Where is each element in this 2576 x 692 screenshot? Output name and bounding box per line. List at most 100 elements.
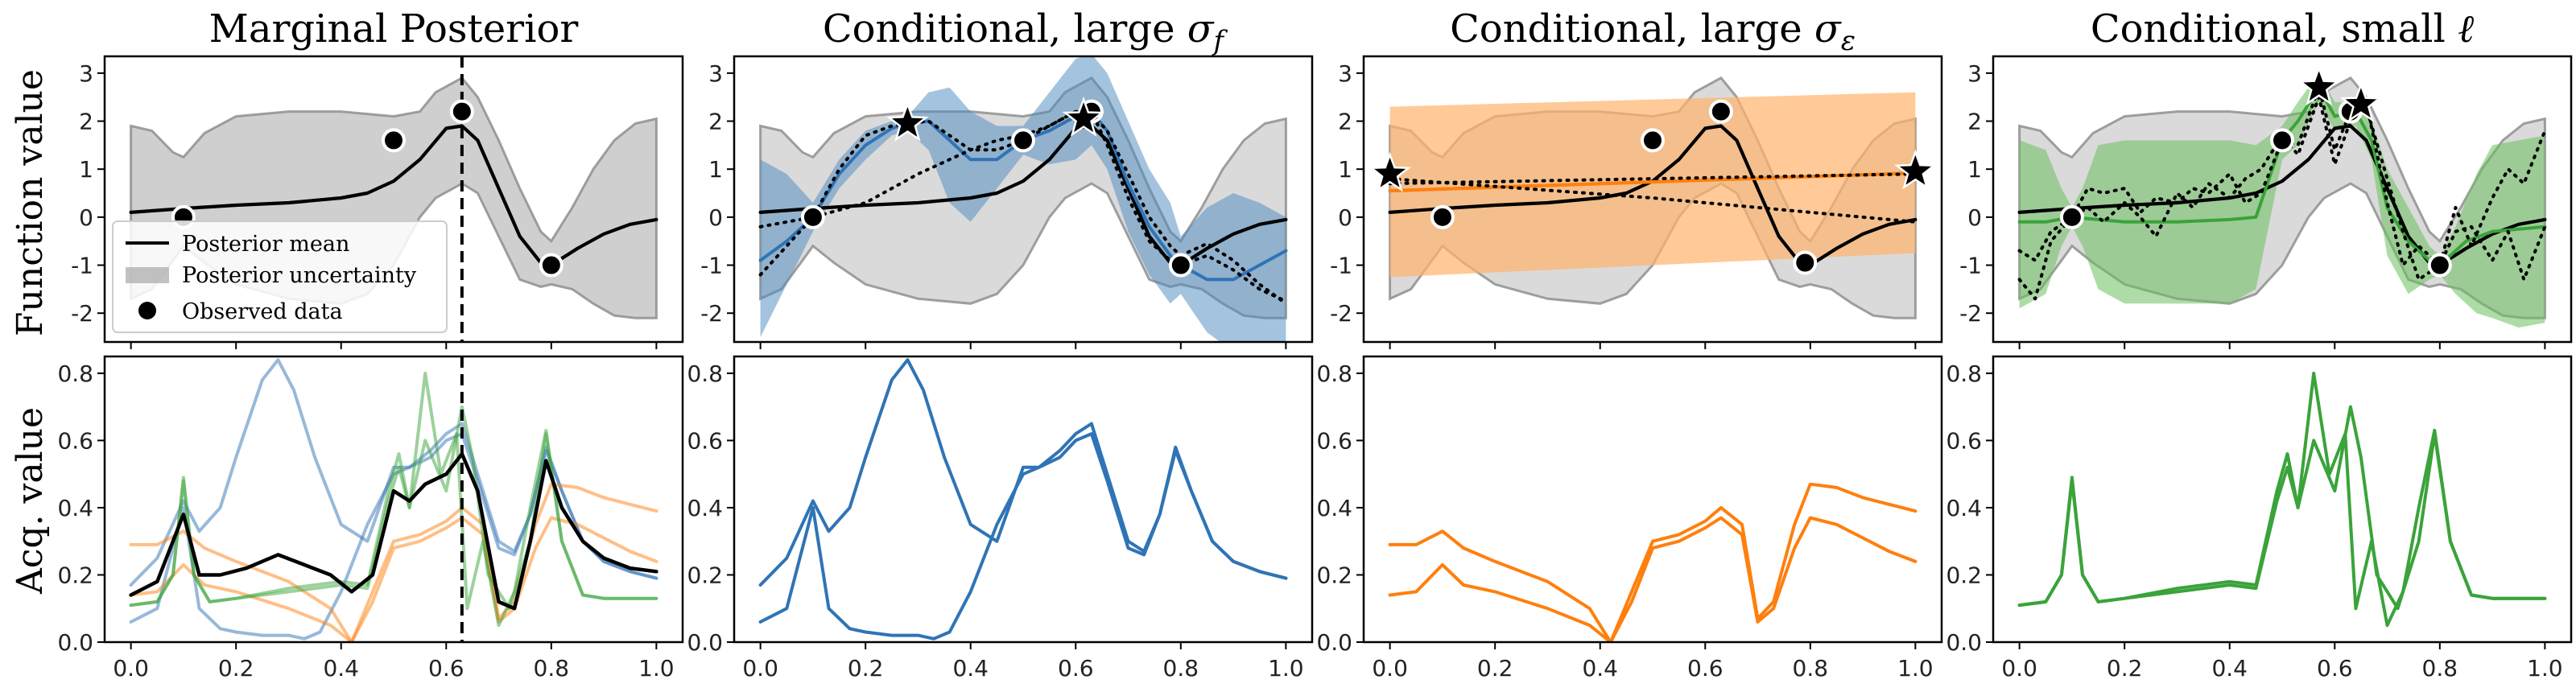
axes-frame — [1362, 355, 1943, 644]
y-tick-label: 0 — [708, 204, 723, 231]
x-tick-label: 0.0 — [742, 655, 778, 682]
x-tick-label: 1.0 — [1897, 655, 1934, 682]
y-tick-label: 0.4 — [1316, 495, 1352, 521]
y-tick-label: 0.2 — [57, 562, 93, 588]
y-tick-label: -2 — [1330, 300, 1352, 327]
axes-frame — [103, 355, 684, 644]
series-marginal-acq — [129, 451, 658, 611]
y-tick-label: 3 — [1338, 60, 1352, 87]
panel-bottom-1: 0.0 0.2 0.4 0.6 0.8 0.0 0.2 0.4 0.6 0.8 1.0 — [57, 355, 684, 682]
x-tick-label: 0.0 — [2001, 655, 2037, 682]
y-tick-label: 2 — [1338, 109, 1352, 135]
x-tick-label: 0.8 — [1793, 655, 1829, 682]
y-tick-label: 1 — [1967, 156, 1982, 183]
star-point — [2297, 65, 2340, 106]
y-tick-label: 0.4 — [57, 495, 93, 521]
series-acq-2 — [1388, 516, 1918, 642]
panel-title: Marginal Posterior — [209, 6, 579, 51]
observed-point — [2270, 128, 2294, 153]
axes-frame — [1992, 355, 2573, 644]
y-tick-label: 0.6 — [57, 427, 93, 454]
x-tick-label: 0.8 — [2422, 655, 2458, 682]
x-tick-label: 0.4 — [1582, 655, 1618, 682]
panel-bottom-2: 0.0 0.2 0.4 0.6 0.8 0.0 0.2 0.4 0.6 0.8 1.0 — [687, 355, 1314, 682]
legend-uncertainty-label: Posterior uncertainty — [182, 263, 417, 288]
y-tick-label: 1 — [708, 156, 723, 183]
y-tick-label: 0.0 — [1946, 629, 1982, 656]
x-tick-label: 0.0 — [113, 655, 149, 682]
y-tick-label: -1 — [1959, 253, 1982, 279]
y-tick-label: 0.6 — [687, 427, 723, 454]
observed-point — [449, 99, 474, 124]
legend: Posterior mean Posterior uncertainty Obser… — [112, 220, 448, 333]
panel-bottom-4: 0.0 0.2 0.4 0.6 0.8 0.0 0.2 0.4 0.6 0.8 1.0 — [1946, 355, 2573, 682]
series-acq-2 — [2017, 405, 2547, 611]
series-sample-2 — [2017, 95, 2547, 282]
x-tick-label: 0.2 — [2107, 655, 2143, 682]
observed-point — [382, 128, 406, 153]
star-point — [1368, 151, 1411, 192]
x-tick-label: 0.2 — [218, 655, 254, 682]
x-tick-label: 0.2 — [848, 655, 884, 682]
ylabel-top: Function value — [10, 69, 51, 336]
series-sample-2 — [1388, 177, 1918, 224]
ylabel-bottom: Acq. value — [10, 407, 51, 595]
y-tick-label: 1 — [1338, 156, 1352, 183]
y-tick-label: 0.8 — [1316, 360, 1352, 387]
plot-area — [758, 56, 1288, 342]
series-blue-acq-2 — [129, 432, 658, 641]
x-tick-label: 0.6 — [1687, 655, 1724, 682]
y-tick-label: -1 — [1330, 253, 1352, 279]
axes-frame — [1992, 55, 2573, 344]
observed-point — [2427, 253, 2452, 278]
axes-frame — [1362, 55, 1943, 344]
y-tick-label: 0.2 — [1316, 562, 1352, 588]
panel-top-1: -2 -1 0 1 2 3 Marginal Posterior Posterior mean… — [71, 6, 684, 349]
y-tick-label: 2 — [1967, 109, 1982, 135]
series-orange-acq-2 — [129, 516, 658, 642]
legend-box — [112, 220, 448, 333]
y-tick-label: 0.4 — [687, 495, 723, 521]
observed-point — [1641, 128, 1665, 153]
x-tick-label: 1.0 — [2527, 655, 2563, 682]
y-tick-label: 0.2 — [1946, 562, 1982, 588]
series-marginal-mean — [1388, 124, 1918, 267]
panels: -2 -1 0 1 2 3 Marginal Posterior Posterior mean… — [57, 6, 2573, 682]
y-tick-label: 0.0 — [57, 629, 93, 656]
axes-frame — [733, 55, 1314, 344]
observed-point — [539, 253, 564, 278]
observed-point — [1793, 250, 1818, 275]
panel-title: Conditional, large σε — [1450, 6, 1856, 57]
series-acq-2 — [758, 432, 1288, 641]
y-tick-label: 3 — [1967, 60, 1982, 87]
series-conditional-mean — [1388, 171, 1918, 193]
y-tick-label: 0.2 — [687, 562, 723, 588]
panel-top-4: -2 -1 0 1 2 3 Conditional, small ℓ — [1959, 6, 2573, 349]
plot-area — [758, 358, 1288, 641]
series-sample-1 — [1388, 172, 1918, 186]
y-tick-label: 0.4 — [1946, 495, 1982, 521]
y-tick-label: -2 — [71, 300, 93, 327]
y-tick-label: 0 — [1338, 204, 1352, 231]
series-orange-acq-1 — [129, 482, 658, 642]
y-tick-label: 0.0 — [687, 629, 723, 656]
y-tick-label: -2 — [700, 300, 723, 327]
x-tick-label: 0.4 — [2211, 655, 2248, 682]
x-tick-label: 0.6 — [2317, 655, 2353, 682]
observed-point — [800, 204, 825, 229]
y-tick-label: 2 — [79, 109, 93, 135]
x-tick-label: 0.4 — [323, 655, 359, 682]
panel-top-3: -2 -1 0 1 2 3 Conditional, large σε — [1330, 6, 1943, 349]
x-tick-label: 0.8 — [534, 655, 570, 682]
y-tick-label: 0.6 — [1316, 427, 1352, 454]
y-tick-label: 1 — [79, 156, 93, 183]
plot-area — [1388, 482, 1918, 642]
series-posterior-mean — [129, 124, 658, 267]
observed-point — [1708, 99, 1733, 124]
panel-top-2: -2 -1 0 1 2 3 Conditional, large σf — [700, 6, 1314, 349]
x-tick-label: 0.4 — [952, 655, 989, 682]
y-tick-label: 2 — [708, 109, 723, 135]
y-tick-label: 0.8 — [1946, 360, 1982, 387]
panel-title: Conditional, large σf — [823, 6, 1228, 57]
